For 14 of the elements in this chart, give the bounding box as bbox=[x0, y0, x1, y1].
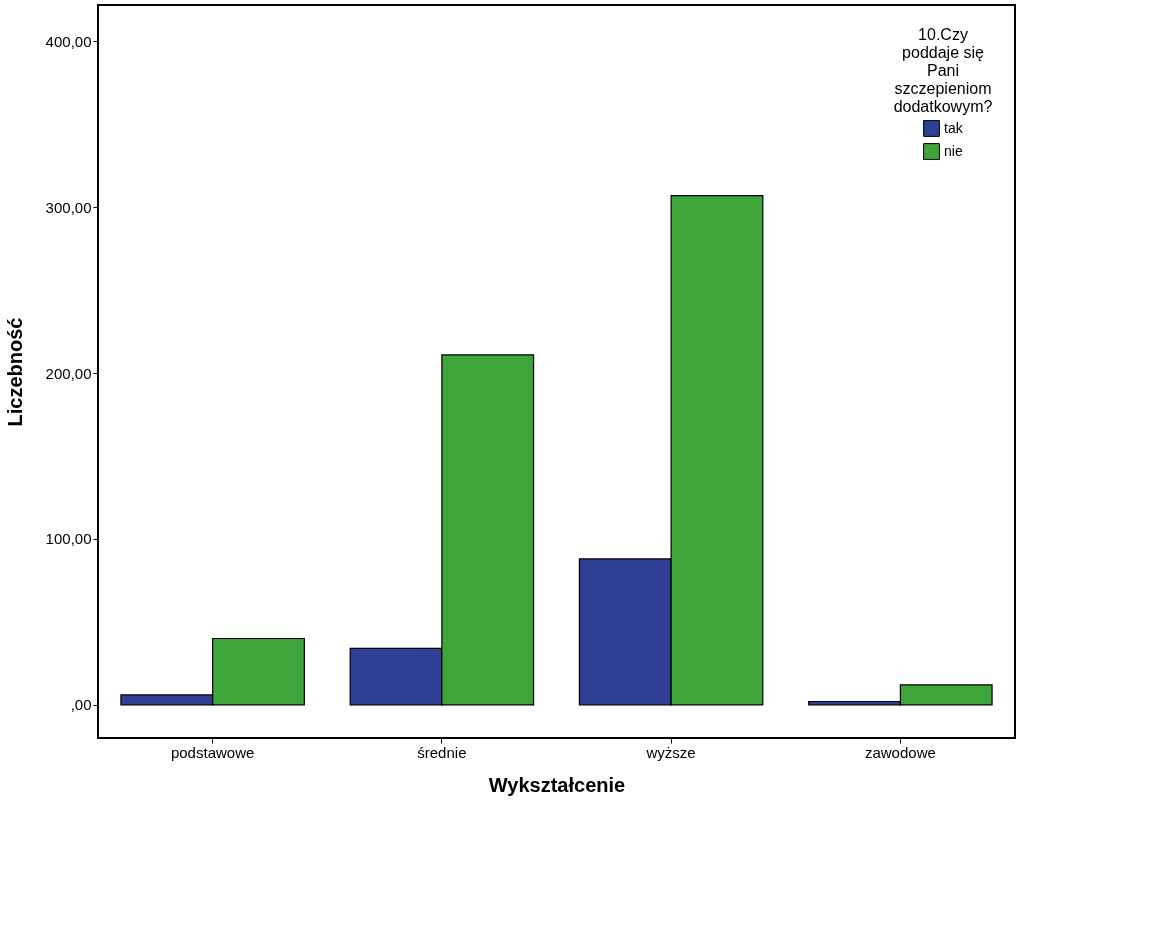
x-tick-label: zawodowe bbox=[864, 743, 936, 761]
y-tick-label: 400,00 bbox=[45, 32, 92, 50]
y-tick-label: 300,00 bbox=[45, 198, 92, 216]
y-axis-title: Liczebność bbox=[3, 317, 26, 427]
y-tick-label: 200,00 bbox=[45, 364, 92, 382]
x-tick-label: podstawowe bbox=[170, 743, 255, 761]
y-tick-label: ,00 bbox=[70, 696, 92, 714]
legend-label: nie bbox=[944, 142, 963, 159]
legend-title: 10.Czy poddaje się Pani szczepieniom dodatkowym? bbox=[893, 26, 993, 115]
x-axis-title: Wykształcenie bbox=[488, 773, 626, 796]
x-tick-label: wyższe bbox=[645, 743, 696, 761]
legend-label: tak bbox=[944, 119, 964, 136]
y-tick-label: 100,00 bbox=[45, 530, 92, 548]
x-tick-label: średnie bbox=[417, 743, 467, 761]
